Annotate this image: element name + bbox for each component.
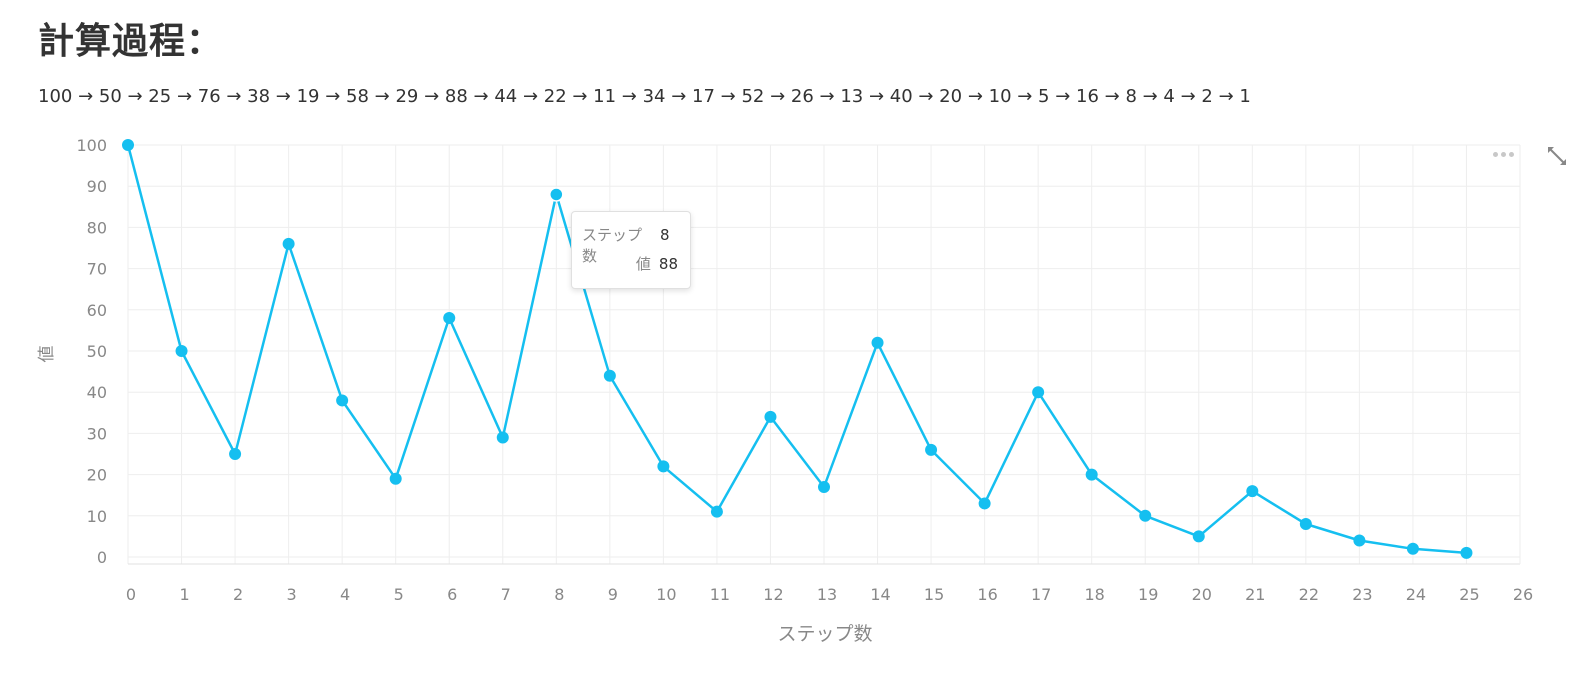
tooltip-value-value: 88: [658, 255, 678, 273]
data-point[interactable]: [1246, 485, 1259, 498]
data-point[interactable]: [657, 460, 670, 473]
chart-container: 0 1 2 3 4 5 6 7 8 9 10 11 12 13 14 15 16 17 18 19 20 21 22 23 24…: [0, 120, 1594, 680]
x-tick-label: 10: [656, 585, 676, 604]
data-point[interactable]: [925, 443, 938, 456]
grid-lines: [127, 144, 1521, 564]
data-point[interactable]: [1192, 530, 1205, 543]
x-tick-label: 20: [1192, 585, 1212, 604]
data-point[interactable]: [1032, 386, 1045, 399]
data-point[interactable]: [389, 472, 402, 485]
data-point[interactable]: [710, 505, 723, 518]
x-tick-label: 9: [608, 585, 618, 604]
data-point[interactable]: [1406, 542, 1419, 555]
x-axis-label: ステップ数: [777, 623, 872, 645]
series-line: [126, 144, 1467, 555]
x-tick-label: 6: [447, 585, 457, 604]
tooltip-row-step: ステップ数 8: [582, 224, 678, 265]
x-tick-label: 18: [1085, 585, 1105, 604]
data-point[interactable]: [496, 431, 509, 444]
data-point[interactable]: [871, 336, 884, 349]
data-point[interactable]: [1299, 518, 1312, 531]
series-points-layer: [122, 139, 1473, 559]
y-tick-label: 40: [87, 383, 107, 402]
data-point[interactable]: [978, 497, 991, 510]
y-tick-label: 10: [87, 507, 107, 526]
data-point[interactable]: [443, 312, 456, 325]
page-heading: 計算過程：: [38, 21, 224, 62]
x-tick-label: 14: [870, 585, 890, 604]
line-chart: 0 1 2 3 4 5 6 7 8 9 10 11 12 13 14 15 16 17 18 19 20 21 22 23 24…: [37, 136, 1533, 645]
y-tick-label: 0: [97, 548, 107, 567]
data-point[interactable]: [818, 480, 830, 493]
more-dots-icon[interactable]: [1493, 150, 1515, 158]
data-point[interactable]: [1353, 534, 1366, 547]
x-tick-label: 12: [763, 585, 783, 604]
y-tick-label: 90: [87, 177, 107, 196]
x-tick-label: 21: [1245, 585, 1265, 604]
tooltip-step-value: 8: [660, 226, 670, 244]
y-tick-label: 100: [76, 136, 107, 155]
data-point[interactable]: [603, 369, 616, 382]
x-tick-label: 4: [340, 585, 350, 604]
x-tick-label: 22: [1299, 585, 1319, 604]
data-point[interactable]: [229, 448, 242, 460]
x-tick-label: 2: [233, 585, 243, 604]
data-point[interactable]: [282, 237, 295, 250]
axes: 0 1 2 3 4 5 6 7 8 9 10 11 12 13 14 15 16 17 18 19 20 21 22 23 24…: [76, 136, 1533, 604]
tooltip-row-value: 値 88: [582, 253, 678, 282]
expand-icon[interactable]: [1545, 144, 1569, 168]
x-tick-label: 0: [126, 585, 136, 604]
tooltip-step-label: ステップ数: [582, 226, 643, 265]
x-tick-label: 13: [817, 585, 837, 604]
series-line-layer: [126, 144, 1467, 555]
tooltip: ステップ数 8 値 88: [571, 211, 691, 289]
x-tick-label: 17: [1031, 585, 1051, 604]
y-tick-label: 70: [87, 260, 107, 279]
data-point[interactable]: [764, 410, 777, 423]
data-point[interactable]: [122, 139, 134, 151]
data-point[interactable]: [1139, 509, 1152, 522]
data-point[interactable]: [1085, 468, 1098, 481]
x-tick-label: 3: [287, 585, 297, 604]
y-tick-label: 50: [87, 342, 107, 361]
y-axis-label: 値: [37, 346, 57, 363]
x-tick-label: 5: [394, 585, 404, 604]
data-point[interactable]: [549, 187, 564, 202]
data-point[interactable]: [1460, 546, 1473, 559]
x-tick-label: 24: [1406, 585, 1426, 604]
sequence-text: 100 → 50 → 25 → 76 → 38 → 19 → 58 → 29 →…: [38, 86, 1251, 107]
x-tick-label: 25: [1459, 585, 1479, 604]
x-tick-label: 23: [1352, 585, 1372, 604]
x-tick-label: 7: [501, 585, 511, 604]
y-tick-label: 30: [87, 424, 107, 443]
y-tick-label: 20: [87, 466, 107, 485]
y-tick-label: 80: [87, 218, 107, 237]
data-point[interactable]: [175, 345, 188, 357]
x-tick-label: 15: [924, 585, 944, 604]
x-tick-label: 11: [710, 585, 730, 604]
y-tick-label: 60: [87, 301, 107, 320]
x-tick-label: 19: [1138, 585, 1158, 604]
x-tick-label: 1: [179, 585, 189, 604]
x-tick-label: 26: [1513, 585, 1533, 604]
x-tick-label: 8: [554, 585, 564, 604]
data-point[interactable]: [336, 394, 349, 407]
tooltip-value-label: 値: [635, 255, 651, 273]
x-tick-label: 16: [977, 585, 997, 604]
